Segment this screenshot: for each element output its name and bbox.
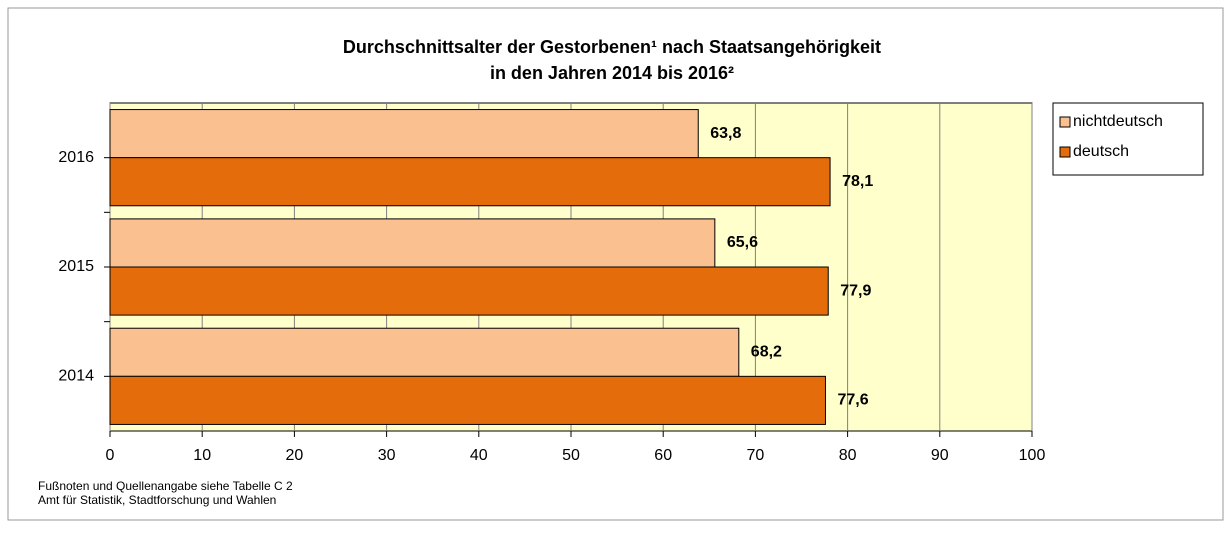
legend-label: nichtdeutsch [1073, 113, 1163, 130]
y-tick-label: 2016 [58, 149, 94, 166]
legend-swatch [1059, 116, 1071, 128]
data-label: 65,6 [727, 234, 758, 251]
bar [109, 327, 740, 377]
x-tick-label: 50 [562, 447, 580, 464]
x-tick-label: 30 [378, 447, 396, 464]
x-tick-label: 20 [286, 447, 304, 464]
x-tick-label: 10 [193, 447, 211, 464]
data-label: 77,9 [840, 282, 871, 299]
legend-swatch [1059, 146, 1071, 158]
data-label: 68,2 [751, 343, 782, 360]
footnote: Amt für Statistik, Stadtforschung und Wa… [38, 493, 276, 507]
y-tick-label: 2015 [58, 258, 94, 275]
data-label: 77,6 [837, 392, 868, 409]
x-tick-label: 0 [106, 447, 115, 464]
x-tick-label: 60 [654, 447, 672, 464]
x-tick-label: 100 [1019, 447, 1046, 464]
legend-label: deutsch [1073, 143, 1129, 160]
footnote: Fußnoten und Quellenangabe siehe Tabelle… [38, 479, 293, 493]
bar [109, 218, 716, 268]
data-label: 78,1 [842, 173, 873, 190]
bar [109, 109, 699, 159]
bar [109, 375, 826, 425]
y-tick-label: 2014 [58, 368, 94, 385]
bar [109, 157, 831, 207]
chart-title: in den Jahren 2014 bis 2016² [490, 63, 734, 83]
x-tick-label: 70 [747, 447, 765, 464]
data-label: 63,8 [710, 125, 741, 142]
x-tick-label: 80 [839, 447, 857, 464]
x-tick-label: 40 [470, 447, 488, 464]
legend [1052, 102, 1204, 176]
chart-title: Durchschnittsalter der Gestorbenen¹ nach… [343, 37, 881, 57]
x-tick-label: 90 [931, 447, 949, 464]
bar [109, 266, 829, 316]
